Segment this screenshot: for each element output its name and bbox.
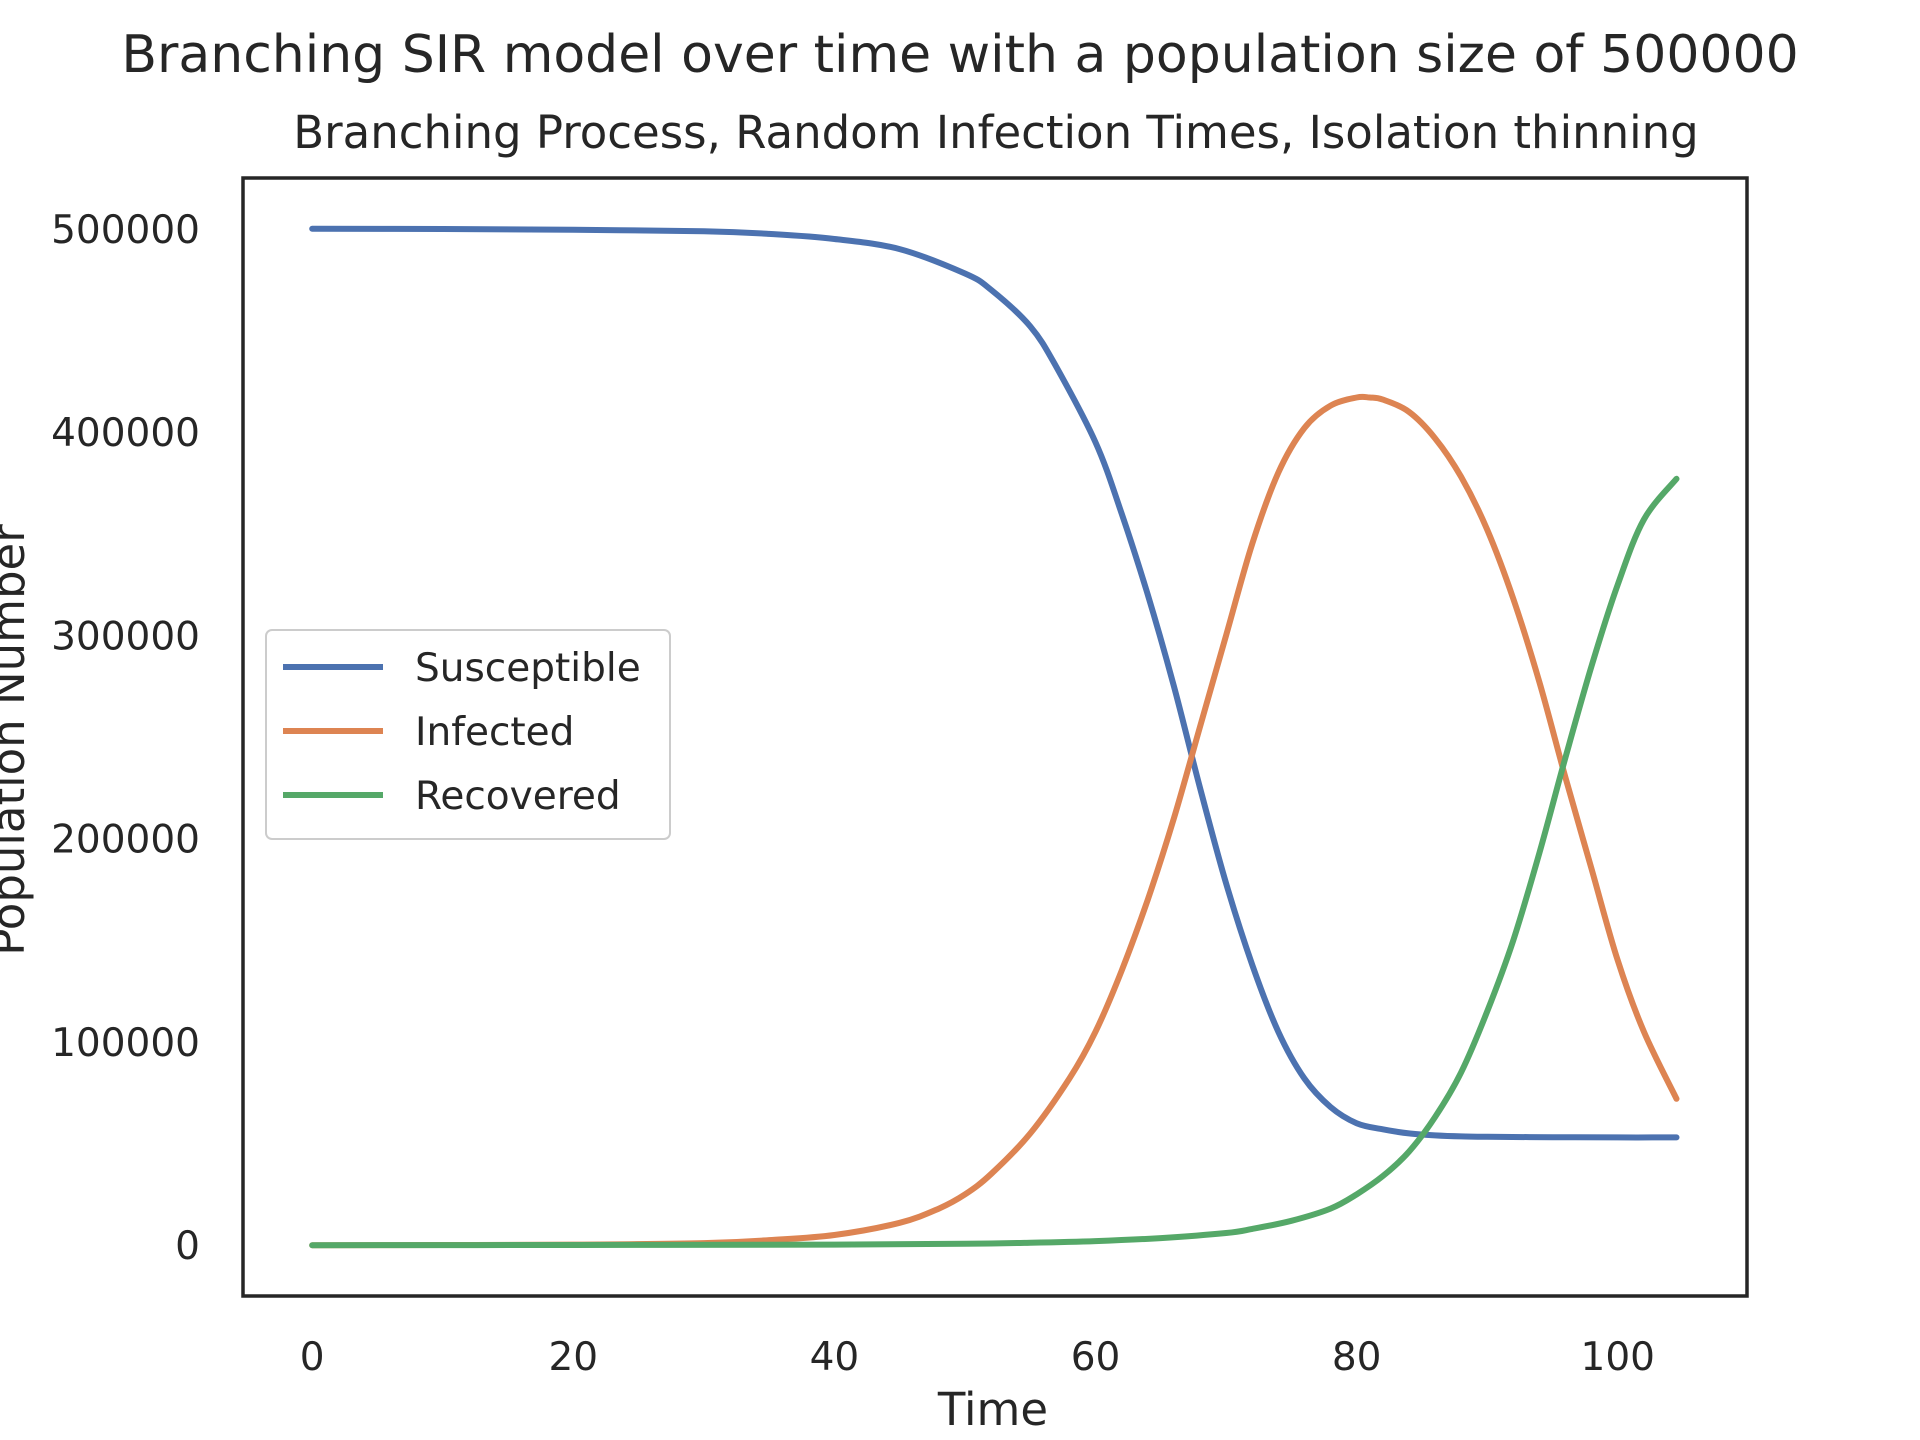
plot-frame — [241, 176, 1749, 1298]
legend-label-infected: Infected — [415, 710, 574, 755]
y-tick-label: 300000 — [51, 614, 200, 659]
y-tick-label: 100000 — [51, 1021, 200, 1066]
series-line-infected — [309, 393, 1680, 1249]
y-tick-label: 0 — [175, 1224, 200, 1269]
chart-title: Branching SIR model over time with a pop… — [121, 25, 1798, 85]
chart-subtitle: Branching Process, Random Infection Time… — [293, 106, 1698, 159]
y-tick-label: 500000 — [51, 208, 200, 253]
y-tick-label: 200000 — [51, 818, 200, 863]
x-tick-label: 20 — [548, 1335, 598, 1380]
y-axis-ticks: 0 100000 200000 300000 400000 500000 — [51, 208, 200, 1269]
y-tick-label: 400000 — [51, 411, 200, 456]
legend-label-susceptible: Susceptible — [415, 646, 641, 691]
legend-label-recovered: Recovered — [415, 774, 621, 819]
x-tick-label: 80 — [1332, 1335, 1382, 1380]
series-line-recovered — [309, 475, 1680, 1249]
x-axis-ticks: 0 20 40 60 80 100 — [300, 1335, 1655, 1380]
x-axis-label: Time — [937, 1383, 1048, 1436]
x-tick-label: 100 — [1581, 1335, 1655, 1380]
legend: Susceptible Infected Recovered — [265, 629, 671, 840]
legend-box — [265, 629, 671, 840]
x-tick-label: 0 — [300, 1335, 325, 1380]
y-axis-label: Population Number — [0, 524, 35, 956]
x-tick-label: 40 — [810, 1335, 860, 1380]
series-line-susceptible — [309, 225, 1680, 1141]
x-tick-label: 60 — [1071, 1335, 1121, 1380]
plot-area — [309, 225, 1680, 1249]
